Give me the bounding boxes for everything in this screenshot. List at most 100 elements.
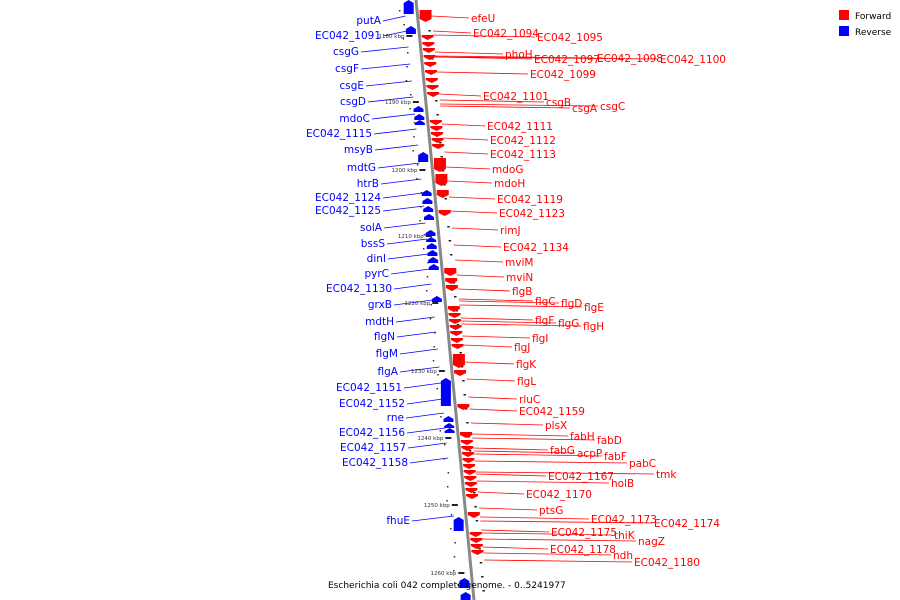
forward-gene-feature[interactable] <box>425 70 438 75</box>
reverse-gene-label[interactable]: EC042_1157 <box>340 442 406 454</box>
reverse-gene-label[interactable]: mdtH <box>365 316 394 328</box>
forward-gene-feature[interactable] <box>432 144 445 149</box>
forward-gene-feature[interactable] <box>469 532 482 537</box>
forward-gene-label[interactable]: fabD <box>597 435 622 447</box>
forward-gene-label[interactable]: acpP <box>577 448 602 460</box>
forward-gene-label[interactable]: EC042_1111 <box>487 121 553 133</box>
forward-gene-label[interactable]: flgG <box>558 318 579 330</box>
reverse-gene-feature[interactable] <box>443 416 454 422</box>
forward-gene-label[interactable]: EC042_1178 <box>550 544 616 556</box>
forward-gene-label[interactable]: efeU <box>471 13 495 25</box>
reverse-gene-label[interactable]: EC042_1152 <box>339 398 405 410</box>
forward-gene-label[interactable]: rluC <box>519 394 540 406</box>
reverse-gene-label[interactable]: EC042_1156 <box>339 427 405 439</box>
forward-gene-feature[interactable] <box>463 470 476 475</box>
forward-gene-label[interactable]: pabC <box>629 458 656 470</box>
forward-gene-label[interactable]: EC042_1173 <box>591 514 657 526</box>
forward-gene-feature[interactable] <box>465 494 478 499</box>
reverse-gene-feature[interactable] <box>403 0 414 14</box>
reverse-gene-feature[interactable] <box>413 106 424 112</box>
reverse-gene-feature[interactable] <box>422 198 433 204</box>
forward-gene-label[interactable]: flgF <box>535 315 554 327</box>
forward-gene-label[interactable]: flgJ <box>514 342 530 354</box>
reverse-gene-label[interactable]: msyB <box>344 144 373 156</box>
reverse-gene-feature[interactable] <box>425 230 436 236</box>
reverse-gene-label[interactable]: bssS <box>361 238 386 250</box>
forward-gene-label[interactable]: nagZ <box>638 536 665 548</box>
forward-gene-feature[interactable] <box>450 338 463 343</box>
forward-gene-label[interactable]: EC042_1159 <box>519 406 585 418</box>
forward-gene-feature[interactable] <box>448 313 461 318</box>
reverse-gene-feature[interactable] <box>428 264 439 270</box>
forward-gene-feature[interactable] <box>438 210 451 216</box>
forward-gene-label[interactable]: EC042_1180 <box>634 557 700 569</box>
forward-gene-label[interactable]: flgE <box>584 302 604 314</box>
forward-gene-label[interactable]: flgK <box>516 359 537 371</box>
forward-gene-label[interactable]: flgL <box>517 376 536 388</box>
forward-gene-feature[interactable] <box>461 452 474 457</box>
forward-gene-feature[interactable] <box>450 331 463 336</box>
forward-gene-feature[interactable] <box>419 10 432 22</box>
reverse-gene-label[interactable]: grxB <box>368 299 392 311</box>
reverse-gene-feature[interactable] <box>414 120 425 125</box>
forward-gene-label[interactable]: EC042_1100 <box>660 54 726 66</box>
reverse-gene-label[interactable]: pyrC <box>364 268 389 280</box>
forward-gene-feature[interactable] <box>429 120 442 125</box>
forward-gene-label[interactable]: EC042_1167 <box>548 471 614 483</box>
forward-gene-feature[interactable] <box>464 476 477 481</box>
reverse-gene-label[interactable]: csgG <box>333 46 359 58</box>
forward-gene-feature[interactable] <box>462 458 475 463</box>
reverse-gene-feature[interactable] <box>405 26 416 34</box>
forward-gene-feature[interactable] <box>433 158 446 172</box>
forward-gene-label[interactable]: fabF <box>604 451 627 463</box>
forward-gene-label[interactable]: flgD <box>561 298 582 310</box>
forward-gene-feature[interactable] <box>445 278 458 284</box>
forward-gene-feature[interactable] <box>454 370 467 376</box>
forward-gene-label[interactable]: flgB <box>512 286 532 298</box>
reverse-gene-label[interactable]: csgE <box>339 80 364 92</box>
forward-gene-feature[interactable] <box>447 306 460 312</box>
reverse-gene-label[interactable]: fhuE <box>386 515 410 527</box>
reverse-gene-label[interactable]: csgF <box>335 63 359 75</box>
reverse-gene-label[interactable]: flgM <box>376 348 398 360</box>
forward-gene-label[interactable]: mdoG <box>492 164 523 176</box>
forward-gene-label[interactable]: EC042_1113 <box>490 149 556 161</box>
forward-gene-label[interactable]: EC042_1112 <box>490 135 556 147</box>
forward-gene-feature[interactable] <box>470 538 483 543</box>
forward-gene-label[interactable]: fabG <box>550 445 575 457</box>
reverse-gene-label[interactable]: flgN <box>374 331 395 343</box>
reverse-gene-feature[interactable] <box>414 114 425 120</box>
forward-gene-label[interactable]: EC042_1134 <box>503 242 569 254</box>
reverse-gene-feature[interactable] <box>431 296 442 302</box>
reverse-gene-label[interactable]: EC042_1130 <box>326 283 392 295</box>
forward-gene-label[interactable]: csgA <box>572 103 598 115</box>
forward-gene-label[interactable]: holB <box>611 478 634 490</box>
reverse-gene-feature[interactable] <box>428 257 439 263</box>
forward-gene-label[interactable]: csgC <box>600 101 625 113</box>
reverse-gene-label[interactable]: dinI <box>367 253 386 265</box>
reverse-gene-feature[interactable] <box>453 517 464 531</box>
reverse-gene-label[interactable]: EC042_1091 <box>315 30 381 42</box>
forward-gene-label[interactable]: mdoH <box>494 178 525 190</box>
forward-gene-feature[interactable] <box>421 35 434 40</box>
reverse-gene-label[interactable]: csgD <box>340 96 366 108</box>
reverse-gene-feature[interactable] <box>440 378 451 406</box>
reverse-gene-feature[interactable] <box>444 423 455 428</box>
forward-gene-feature[interactable] <box>460 432 473 438</box>
forward-gene-feature[interactable] <box>427 92 440 97</box>
forward-gene-label[interactable]: EC042_1098 <box>597 53 663 65</box>
reverse-gene-feature[interactable] <box>418 152 429 162</box>
forward-gene-feature[interactable] <box>457 404 470 410</box>
reverse-gene-label[interactable]: EC042_1124 <box>315 192 381 204</box>
reverse-gene-feature[interactable] <box>421 190 432 196</box>
forward-gene-label[interactable]: EC042_1174 <box>654 518 720 530</box>
forward-gene-label[interactable]: EC042_1101 <box>483 91 549 103</box>
forward-gene-label[interactable]: fabH <box>570 431 595 443</box>
forward-gene-label[interactable]: EC042_1119 <box>497 194 563 206</box>
forward-gene-label[interactable]: flgC <box>535 296 556 308</box>
forward-gene-label[interactable]: rimJ <box>500 225 521 237</box>
forward-gene-label[interactable]: mviN <box>506 272 533 284</box>
forward-gene-feature[interactable] <box>451 344 464 349</box>
forward-gene-feature[interactable] <box>452 354 465 368</box>
reverse-gene-label[interactable]: mdoC <box>339 113 370 125</box>
